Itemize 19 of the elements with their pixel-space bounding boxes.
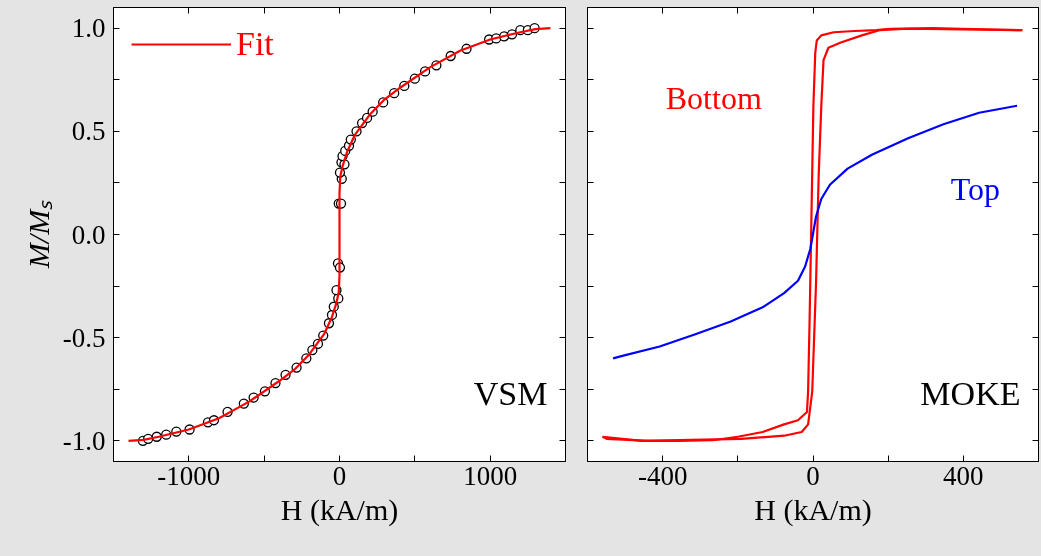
y-tick-label: 0.5 (71, 116, 106, 147)
annotation: MOKE (920, 374, 1021, 412)
x-tick-label: 0 (806, 460, 820, 491)
annotation: VSM (473, 374, 548, 412)
legend-label: Fit (236, 25, 274, 63)
y-tick-label: -1.0 (62, 425, 106, 456)
x-tick-label: 400 (943, 460, 984, 491)
x-axis-title: H (kA/m) (754, 492, 872, 527)
y-axis-title: M/Mₛ (21, 199, 55, 270)
y-tick-label: 0.0 (71, 219, 106, 250)
y-tick-label: 1.0 (71, 13, 106, 44)
series-label: Bottom (665, 80, 762, 117)
y-tick-label: -0.5 (62, 322, 106, 353)
x-tick-label: -400 (637, 460, 688, 491)
series-label: Top (950, 171, 1001, 208)
x-tick-label: -1000 (157, 460, 221, 491)
x-axis-title: H (kA/m) (280, 492, 399, 527)
x-tick-label: 0 (332, 460, 347, 491)
x-tick-label: 1000 (463, 460, 518, 491)
